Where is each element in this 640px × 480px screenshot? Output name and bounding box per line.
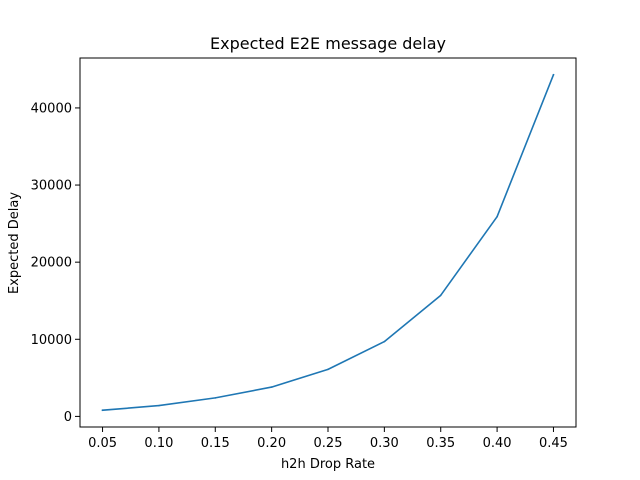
x-tick-label: 0.20 [257,436,286,451]
y-tick-label: 40000 [31,101,72,116]
x-tick-label: 0.30 [370,436,399,451]
x-tick-label: 0.45 [539,436,568,451]
data-point [158,404,160,407]
y-tick-label: 30000 [31,179,72,194]
x-tick-label: 0.05 [88,436,117,451]
x-axis-label: h2h Drop Rate [281,457,375,472]
data-point [496,215,498,218]
y-tick-label: 20000 [31,256,72,271]
x-tick-label: 0.35 [426,436,455,451]
data-point [439,294,442,297]
y-tick-label: 0 [64,410,72,425]
y-axis-ticks: 0 10000 20000 30000 40000 [31,101,80,425]
x-tick-label: 0.10 [144,436,173,451]
chart-title: Expected E2E message delay [210,34,446,53]
y-tick-label: 10000 [31,333,72,348]
data-point [552,73,555,76]
x-axis-ticks: 0.05 0.10 0.15 0.20 0.25 0.30 0.35 0.40 0.45 [88,427,568,451]
x-tick-label: 0.40 [483,436,512,451]
data-point [327,368,329,371]
axes-frame [79,57,577,428]
data-point [383,340,386,343]
data-point [270,386,273,388]
x-tick-label: 0.25 [314,436,343,451]
series-points [101,73,555,412]
data-point [101,409,104,412]
y-axis-label: Expected Delay [7,192,22,294]
x-tick-label: 0.15 [201,436,230,451]
data-point [214,397,217,399]
